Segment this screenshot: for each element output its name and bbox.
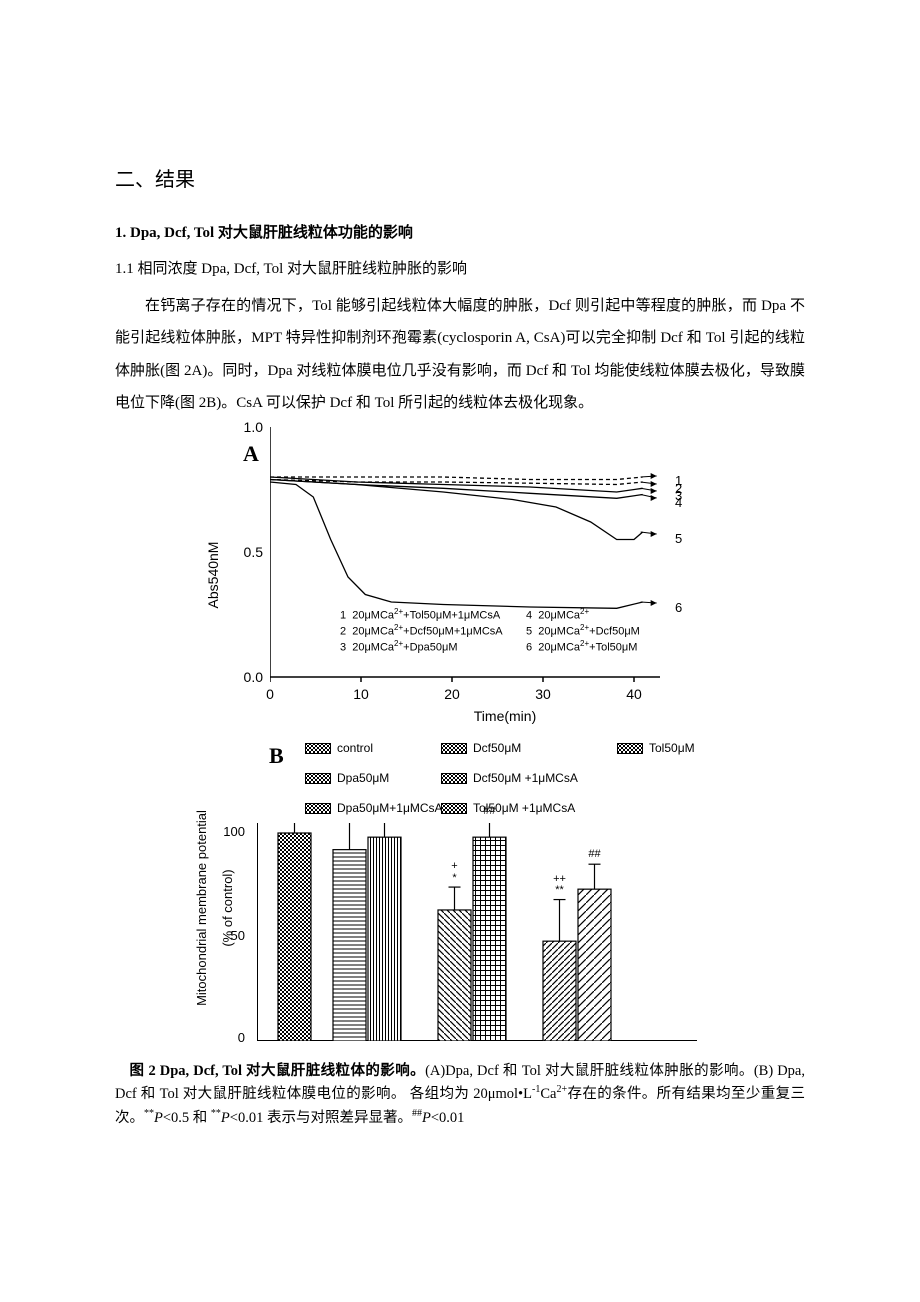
chart-b-annotation: ##: [483, 806, 495, 818]
chart-a-legend-row: 4 20μMCa2+: [526, 607, 666, 623]
heading-1: 1. Dpa, Dcf, Tol 对大鼠肝脏线粒体功能的影响: [115, 218, 805, 248]
chart-b-ytick: 100: [223, 819, 245, 845]
chart-b-legend-entry: Dpa50μM: [305, 766, 435, 790]
chart-a-legend-row: 5 20μMCa2++Dcf50μM: [526, 623, 666, 639]
chart-a-ytick: 1.0: [244, 413, 263, 441]
chart-b-ytick: 50: [231, 923, 245, 949]
chart-panel-b: B Mitochondrial membrane potential (% of…: [185, 726, 735, 1056]
chart-a-ylabel: Abs540nM: [199, 541, 227, 608]
chart-b-annotation: +*: [451, 861, 457, 884]
chart-b-annotation: ++**: [553, 874, 566, 897]
chart-b-bars: +*##++**##: [257, 823, 697, 1041]
figure-2: A Abs540nM Time(min) 1.00.50.0 010203040…: [115, 427, 805, 1056]
caption-bold: 图 2 Dpa, Dcf, Tol 对大鼠肝脏线粒体的影响。: [130, 1063, 426, 1079]
chart-b-legend-entry: Dcf50μM: [441, 736, 611, 760]
chart-a-legend-row: 3 20μMCa2++Dpa50μM: [340, 639, 520, 655]
panel-b-label: B: [269, 734, 284, 778]
chart-a-series-number: 6: [675, 595, 682, 621]
chart-b-ytick: 0: [238, 1025, 245, 1051]
figure-caption: 图 2 Dpa, Dcf, Tol 对大鼠肝脏线粒体的影响。(A)Dpa, Dc…: [115, 1060, 805, 1129]
body-paragraph: 在钙离子存在的情况下，Tol 能够引起线粒体大幅度的肿胀，Dcf 则引起中等程度…: [115, 290, 805, 419]
chart-a-legend: 1 20μMCa2++Tol50μM+1μMCsA 4 20μMCa2+ 2 20μ…: [340, 607, 666, 655]
chart-a-ytick: 0.0: [244, 663, 263, 691]
section-heading: 二、结果: [115, 160, 805, 200]
heading-1-1: 1.1 相同浓度 Dpa, Dcf, Tol 对大鼠肝脏线粒肿胀的影响: [115, 254, 805, 284]
chart-b-legend-entry: Tol50μM: [617, 736, 747, 760]
chart-a-legend-row: 2 20μMCa2++Dcf50μM+1μMCsA: [340, 623, 520, 639]
chart-a-series-number: 5: [675, 526, 682, 552]
chart-b-legend-entry: control: [305, 736, 435, 760]
chart-b-legend-entry: Tol50μM +1μMCsA: [441, 796, 611, 820]
chart-b-legend-entry: [617, 766, 747, 790]
chart-b-legend-entry: Dcf50μM +1μMCsA: [441, 766, 611, 790]
chart-b-annotation: ##: [588, 849, 600, 861]
chart-a-series-number: 4: [675, 490, 682, 516]
chart-a-ytick: 0.5: [244, 538, 263, 566]
chart-panel-a: A Abs540nM Time(min) 1.00.50.0 010203040…: [225, 427, 725, 722]
chart-a-legend-row: 1 20μMCa2++Tol50μM+1μMCsA: [340, 607, 520, 623]
chart-b-legend: controlDcf50μMTol50μM Dpa50μMDcf50μM +1μM…: [305, 736, 747, 820]
chart-a-legend-row: 6 20μMCa2++Tol50μM: [526, 639, 666, 655]
chart-b-legend-entry: Dpa50μM+1μMCsA: [305, 796, 435, 820]
chart-b-ylabel-1: Mitochondrial membrane potential: [189, 810, 215, 1006]
